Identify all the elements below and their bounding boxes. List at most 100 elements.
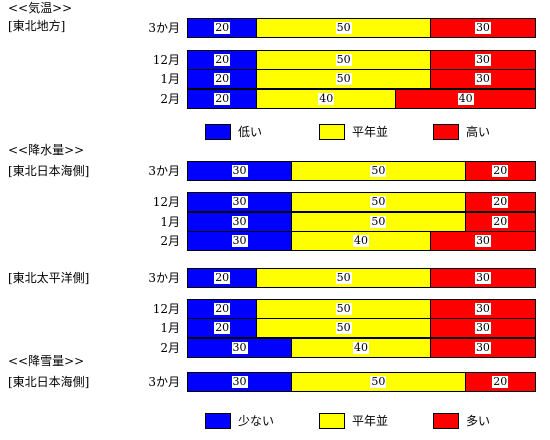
value-label: 30 xyxy=(231,215,248,228)
above-segment: 30 xyxy=(430,19,535,37)
legend-label: 平年並 xyxy=(352,125,389,139)
region-label: [東北日本海側] xyxy=(8,375,90,389)
value-label: 50 xyxy=(335,72,352,85)
below-segment: 30 xyxy=(188,339,293,357)
period-label: 1月 xyxy=(160,215,180,229)
stacked-bar: 30 50 20 xyxy=(187,212,536,232)
region-label: [東北太平洋側] xyxy=(8,271,90,285)
value-label: 20 xyxy=(214,21,231,34)
above-segment: 20 xyxy=(465,193,535,211)
period-label: 12月 xyxy=(152,302,180,316)
legend-item: 多い xyxy=(433,412,490,429)
value-label: 20 xyxy=(492,164,509,177)
legend-label: 少ない xyxy=(238,414,275,428)
normal-segment: 40 xyxy=(292,339,431,357)
period-label: 3か月 xyxy=(148,164,180,178)
above-swatch xyxy=(433,123,459,140)
value-label: 30 xyxy=(231,375,248,388)
below-segment: 30 xyxy=(188,373,293,391)
above-segment: 30 xyxy=(430,70,535,88)
value-label: 30 xyxy=(474,72,491,85)
value-label: 20 xyxy=(214,302,231,315)
normal-segment: 50 xyxy=(257,319,431,337)
value-label: 20 xyxy=(492,215,509,228)
period-label: 1月 xyxy=(160,321,180,335)
value-label: 40 xyxy=(457,92,474,105)
above-segment: 20 xyxy=(465,162,535,180)
stacked-bar: 20 40 40 xyxy=(187,89,536,109)
stacked-bar: 30 50 20 xyxy=(187,161,536,181)
region-label: [東北地方] xyxy=(8,19,66,33)
value-label: 50 xyxy=(335,53,352,66)
stacked-bar: 30 50 20 xyxy=(187,372,536,392)
above-segment: 20 xyxy=(465,373,535,391)
section-heading: <<降水量>> xyxy=(8,143,85,157)
value-label: 30 xyxy=(474,321,491,334)
value-label: 40 xyxy=(318,92,335,105)
legend-item: 高い xyxy=(433,123,490,140)
value-label: 30 xyxy=(474,21,491,34)
stacked-bar: 30 40 30 xyxy=(187,231,536,251)
below-segment: 20 xyxy=(188,300,258,318)
value-label: 30 xyxy=(474,234,491,247)
period-label: 2月 xyxy=(160,341,180,355)
value-label: 30 xyxy=(231,341,248,354)
legend-item: 平年並 xyxy=(319,123,388,140)
legend-label: 高い xyxy=(466,125,491,139)
stacked-bar: 30 40 30 xyxy=(187,338,536,358)
above-segment: 30 xyxy=(430,269,535,287)
legend-label: 平年並 xyxy=(352,414,389,428)
above-segment: 40 xyxy=(396,90,535,108)
below-swatch xyxy=(205,412,231,429)
value-label: 50 xyxy=(335,321,352,334)
value-label: 30 xyxy=(474,271,491,284)
below-segment: 30 xyxy=(188,232,293,250)
legend-item: 平年並 xyxy=(319,412,388,429)
normal-swatch xyxy=(319,412,345,429)
value-label: 30 xyxy=(474,53,491,66)
normal-segment: 50 xyxy=(257,269,431,287)
below-segment: 20 xyxy=(188,269,258,287)
above-segment: 30 xyxy=(430,319,535,337)
value-label: 20 xyxy=(214,72,231,85)
legend-label: 多い xyxy=(466,414,491,428)
below-segment: 30 xyxy=(188,213,293,231)
period-label: 3か月 xyxy=(148,375,180,389)
value-label: 30 xyxy=(231,164,248,177)
value-label: 30 xyxy=(231,234,248,247)
value-label: 40 xyxy=(352,234,369,247)
normal-segment: 50 xyxy=(257,51,431,69)
normal-segment: 50 xyxy=(292,373,466,391)
value-label: 20 xyxy=(492,375,509,388)
value-label: 50 xyxy=(335,271,352,284)
stacked-bar: 20 50 30 xyxy=(187,299,536,319)
value-label: 40 xyxy=(352,341,369,354)
above-swatch xyxy=(433,412,459,429)
stacked-bar: 20 50 30 xyxy=(187,50,536,70)
value-label: 20 xyxy=(214,53,231,66)
below-segment: 20 xyxy=(188,70,258,88)
normal-swatch xyxy=(319,123,345,140)
period-label: 3か月 xyxy=(148,21,180,35)
stacked-bar: 20 50 30 xyxy=(187,318,536,338)
value-label: 50 xyxy=(335,21,352,34)
legend-item: 低い xyxy=(205,123,262,140)
below-segment: 20 xyxy=(188,19,258,37)
period-label: 3か月 xyxy=(148,271,180,285)
value-label: 20 xyxy=(492,195,509,208)
normal-segment: 50 xyxy=(292,193,466,211)
stacked-bar: 20 50 30 xyxy=(187,18,536,38)
below-segment: 20 xyxy=(188,51,258,69)
legend-label: 低い xyxy=(238,125,263,139)
below-segment: 20 xyxy=(188,319,258,337)
section-heading: <<降雪量>> xyxy=(8,354,85,368)
period-label: 12月 xyxy=(152,195,180,209)
below-swatch xyxy=(205,123,231,140)
normal-segment: 50 xyxy=(292,213,466,231)
period-label: 1月 xyxy=(160,72,180,86)
legend-item: 少ない xyxy=(205,412,274,429)
stacked-bar: 20 50 30 xyxy=(187,69,536,89)
value-label: 50 xyxy=(370,375,387,388)
normal-segment: 40 xyxy=(292,232,431,250)
value-label: 50 xyxy=(370,195,387,208)
